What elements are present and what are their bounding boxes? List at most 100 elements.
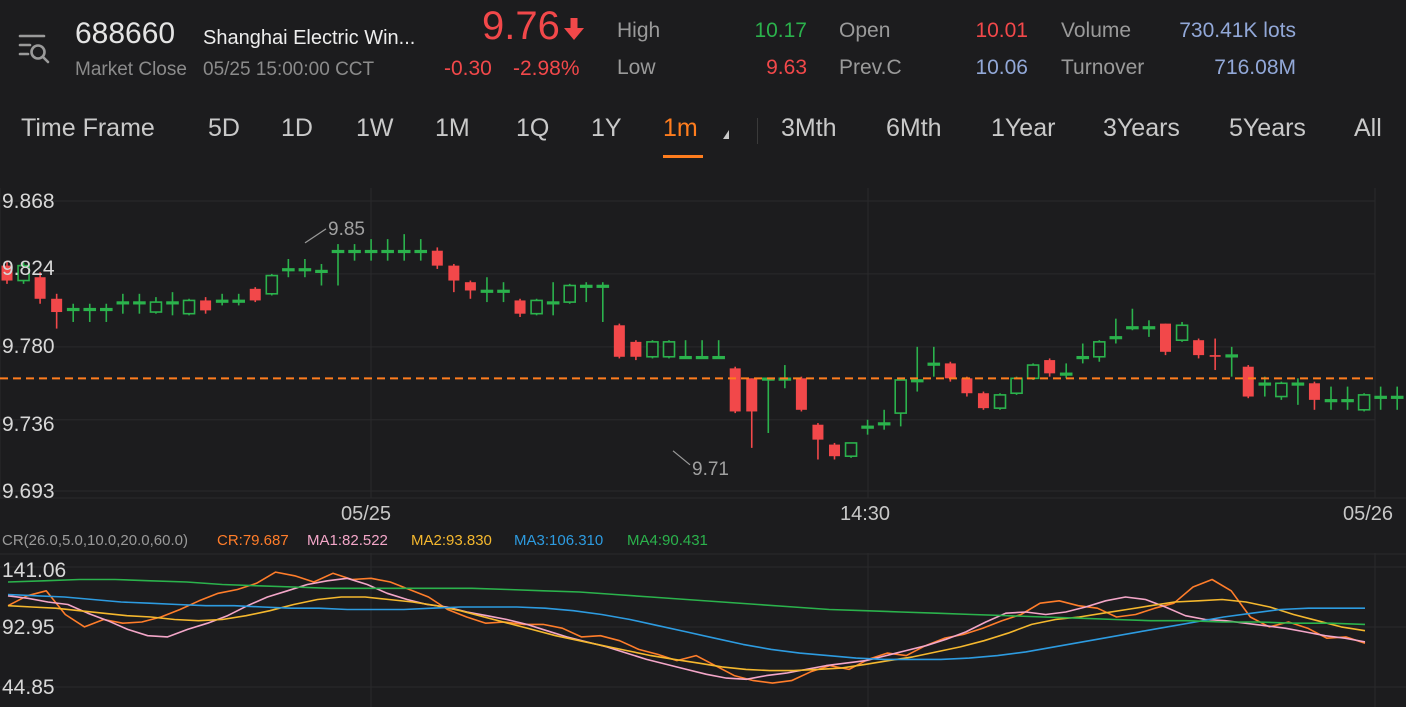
- candle-body: [1242, 366, 1254, 397]
- candle: [829, 442, 840, 460]
- candle: [646, 340, 659, 359]
- candle-body: [514, 300, 526, 314]
- high-value: 10.17: [754, 19, 807, 42]
- candle: [17, 262, 30, 284]
- candle-body: [563, 284, 577, 303]
- candle: [51, 293, 63, 329]
- candle: [1209, 338, 1221, 371]
- candle: [927, 346, 941, 377]
- candle-body: [795, 378, 807, 410]
- candle: [514, 298, 526, 317]
- candle: [961, 376, 973, 397]
- tab-1m-month[interactable]: 1M: [435, 114, 470, 142]
- candle-body: [927, 362, 941, 366]
- candle-body: [1341, 399, 1354, 403]
- candle: [596, 282, 610, 322]
- candle-body: [480, 289, 494, 293]
- range-1year[interactable]: 1Year: [991, 114, 1056, 142]
- candle-body: [1059, 372, 1073, 376]
- candle: [1175, 321, 1189, 342]
- tab-1q[interactable]: 1Q: [516, 114, 550, 142]
- turnover-value: 716.08M: [1214, 56, 1296, 79]
- candle-body: [249, 288, 261, 301]
- stock-name[interactable]: Shanghai Electric Win...: [203, 27, 416, 49]
- indicator-title[interactable]: CR(26.0,5.0,10.0,20.0,60.0): [2, 532, 188, 549]
- range-3years[interactable]: 3Years: [1103, 114, 1180, 142]
- open-value: 10.01: [975, 19, 1028, 42]
- annotations-group: 9.85 9.71: [304, 219, 729, 480]
- candle-body: [993, 394, 1007, 409]
- candle-body: [613, 325, 625, 357]
- candle: [1142, 320, 1156, 337]
- candle: [1225, 346, 1238, 377]
- price-candlestick-chart[interactable]: 9.85 9.71: [0, 180, 1406, 505]
- candle-body: [1142, 326, 1156, 330]
- tab-1d[interactable]: 1D: [281, 114, 313, 142]
- candle: [1324, 386, 1338, 410]
- candle: [729, 366, 741, 414]
- indicator-line-0: [7, 571, 1366, 684]
- candle-body: [232, 299, 245, 303]
- tab-5d[interactable]: 5D: [208, 114, 240, 142]
- candle: [448, 263, 460, 293]
- indicator-grid: [0, 553, 1406, 707]
- candle: [414, 239, 428, 261]
- high-label: High: [617, 19, 661, 42]
- candle: [1044, 358, 1056, 377]
- candle: [66, 303, 80, 322]
- candle-body: [894, 379, 908, 414]
- low-value: 9.63: [766, 56, 807, 79]
- range-3mth[interactable]: 3Mth: [781, 114, 837, 142]
- candle: [861, 419, 874, 435]
- candle: [265, 273, 279, 296]
- x-tick-label: 05/25: [341, 503, 392, 525]
- range-6mth[interactable]: 6Mth: [886, 114, 942, 142]
- candle-body: [977, 393, 989, 409]
- cr-indicator-chart[interactable]: [0, 553, 1406, 707]
- candles-group: [1, 234, 1404, 460]
- candle: [530, 298, 543, 316]
- caret-icon[interactable]: [723, 130, 729, 139]
- candle-body: [679, 355, 692, 360]
- tab-1w[interactable]: 1W: [356, 114, 394, 142]
- candle-body: [298, 268, 312, 272]
- candle-body: [596, 284, 610, 288]
- y-tick-label: 9.780: [2, 335, 55, 358]
- candle-body: [1076, 355, 1090, 360]
- candle-body: [315, 269, 328, 273]
- candle-body: [1258, 382, 1272, 386]
- candle-body: [662, 341, 676, 358]
- candle-body: [695, 355, 709, 360]
- legend-ma3: MA3:106.310: [514, 532, 604, 549]
- candle: [1160, 323, 1171, 356]
- candle: [662, 340, 676, 359]
- candle-body: [546, 301, 560, 305]
- tab-1y[interactable]: 1Y: [591, 114, 622, 142]
- candle: [1374, 386, 1387, 410]
- candle: [315, 263, 328, 286]
- open-label: Open: [839, 19, 891, 42]
- tab-1m-minute[interactable]: 1m: [663, 114, 698, 142]
- candle: [546, 282, 560, 316]
- candle: [364, 239, 378, 261]
- legend-ma4: MA4:90.431: [627, 532, 708, 549]
- candle: [83, 303, 97, 322]
- candle: [993, 393, 1007, 410]
- candle-body: [133, 301, 146, 305]
- high-annotation: 9.85: [328, 219, 365, 240]
- candle: [1341, 386, 1354, 410]
- candle-body: [17, 264, 30, 282]
- range-5years[interactable]: 5Years: [1229, 114, 1306, 142]
- candle-body: [1275, 382, 1288, 398]
- candle-body: [166, 301, 179, 305]
- menu-search-icon[interactable]: [18, 32, 50, 66]
- y-tick-label: 9.824: [2, 257, 55, 280]
- indicator-line-1: [7, 577, 1366, 681]
- candle-body: [910, 379, 924, 383]
- range-all[interactable]: All: [1354, 114, 1382, 142]
- candle-body: [1193, 340, 1205, 356]
- candle: [431, 247, 443, 269]
- candle: [397, 234, 411, 261]
- market-status: Market Close: [75, 59, 187, 80]
- candle-body: [414, 249, 428, 254]
